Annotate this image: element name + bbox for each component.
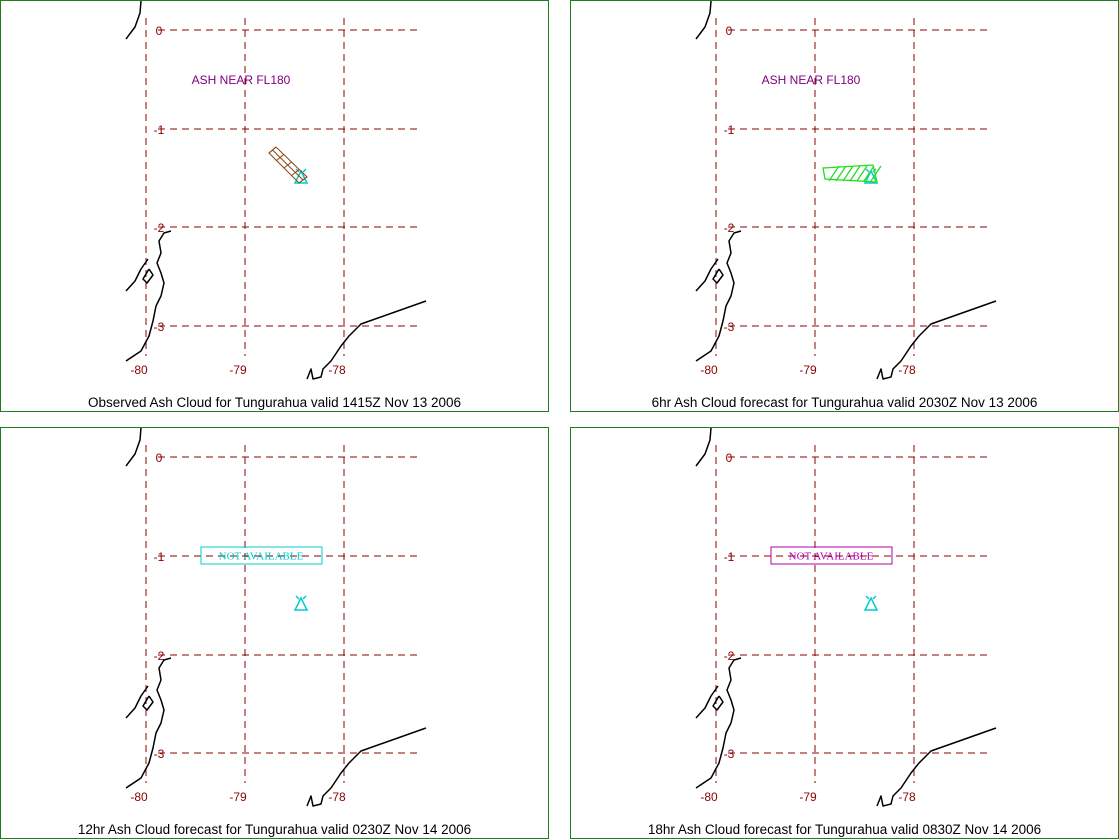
ash-cloud bbox=[822, 164, 882, 183]
ash-cloud-hatch bbox=[863, 165, 875, 182]
coastline-north bbox=[125, 1, 142, 40]
latitude-label: -1 bbox=[154, 123, 165, 137]
latitude-label: 0 bbox=[726, 24, 733, 38]
ash-cloud-hatch bbox=[828, 165, 840, 182]
panel-caption: 18hr Ash Cloud forecast for Tungurahua v… bbox=[647, 822, 1042, 837]
panel-observed: 0 -1 -2 -3 -80 -79 -78 ASH NEAR FL180 Observed … bbox=[0, 0, 549, 412]
longitude-label: -78 bbox=[898, 790, 916, 804]
volcano-tick bbox=[302, 595, 307, 600]
coastline-north bbox=[695, 1, 712, 40]
coastline bbox=[695, 428, 997, 807]
ash-cloud-outline bbox=[822, 164, 878, 183]
coastline-south bbox=[306, 300, 427, 380]
graticule bbox=[145, 18, 421, 356]
coastline-north bbox=[125, 428, 142, 467]
longitude-label: -80 bbox=[130, 790, 148, 804]
ash-cloud-hatch bbox=[870, 165, 882, 182]
map-12hr: 0 -1 -2 -3 -80 -79 -78 NOT AVAILABLE bbox=[125, 428, 427, 807]
not-available-box: NOT AVAILABLE bbox=[770, 546, 893, 565]
coastline-north bbox=[695, 428, 712, 467]
volcano-triangle-icon bbox=[863, 595, 879, 611]
panel-caption: Observed Ash Cloud for Tungurahua valid … bbox=[88, 395, 461, 410]
longitude-label: -79 bbox=[229, 790, 247, 804]
latitude-label: -3 bbox=[724, 320, 735, 334]
latitude-label: -2 bbox=[724, 221, 735, 235]
island-puna bbox=[712, 268, 724, 284]
island-puna bbox=[142, 268, 154, 284]
ash-label: ASH NEAR FL180 bbox=[762, 73, 861, 87]
coastline bbox=[125, 428, 427, 807]
not-available-frame bbox=[770, 546, 893, 565]
coastline-south bbox=[876, 727, 997, 807]
volcano-tick bbox=[872, 595, 877, 600]
coastline-gulf bbox=[695, 230, 742, 362]
longitude-label: -80 bbox=[130, 363, 148, 377]
not-available-box: NOT AVAILABLE bbox=[200, 546, 323, 565]
longitude-label: -79 bbox=[229, 363, 247, 377]
map-observed: 0 -1 -2 -3 -80 -79 -78 ASH NEAR FL180 bbox=[125, 1, 427, 380]
ash-cloud-hatch bbox=[272, 149, 304, 181]
latitude-label: 0 bbox=[156, 24, 163, 38]
panel-caption: 6hr Ash Cloud forecast for Tungurahua va… bbox=[651, 395, 1038, 410]
ash-cloud-hatch bbox=[856, 165, 868, 182]
graticule bbox=[715, 18, 991, 356]
not-available-text: NOT AVAILABLE bbox=[789, 551, 874, 563]
coastline-inlet bbox=[695, 258, 719, 292]
coastline-inlet bbox=[695, 685, 719, 719]
not-available-text: NOT AVAILABLE bbox=[219, 551, 304, 563]
latitude-label: -2 bbox=[724, 649, 735, 663]
longitude-label: -78 bbox=[328, 363, 346, 377]
volcano-tick bbox=[302, 168, 307, 173]
coastline-south bbox=[876, 300, 997, 380]
longitude-label: -79 bbox=[799, 790, 817, 804]
latitude-label: -3 bbox=[724, 747, 735, 761]
coastline-inlet bbox=[125, 685, 149, 719]
panel-12hr-forecast: 0 -1 -2 -3 -80 -79 -78 NOT AVAILABLE 12hr Ash C… bbox=[0, 427, 549, 839]
not-available-frame bbox=[200, 546, 323, 565]
latitude-label: -3 bbox=[154, 747, 165, 761]
ash-cloud bbox=[268, 146, 308, 184]
latitude-label: 0 bbox=[156, 451, 163, 465]
latitude-label: -1 bbox=[724, 550, 735, 564]
volcano-tick bbox=[865, 168, 870, 173]
coastline bbox=[695, 1, 997, 380]
volcano-triangle-icon bbox=[293, 595, 309, 611]
ash-cloud-hatch bbox=[835, 165, 847, 182]
volcano-tick bbox=[865, 595, 870, 600]
volcano-tick bbox=[295, 595, 300, 600]
panel-caption: 12hr Ash Cloud forecast for Tungurahua v… bbox=[77, 822, 472, 837]
ash-cloud-hatch bbox=[849, 165, 861, 182]
map-18hr: 0 -1 -2 -3 -80 -79 -78 NOT AVAILABLE bbox=[695, 428, 997, 807]
ash-cloud-hatch bbox=[842, 165, 854, 182]
coastline-south bbox=[306, 727, 427, 807]
coastline bbox=[125, 1, 427, 380]
coastline-gulf bbox=[125, 230, 172, 362]
volcano-triangle bbox=[293, 169, 309, 184]
latitude-label: -1 bbox=[724, 123, 735, 137]
volcano-triangle bbox=[293, 596, 309, 611]
map-6hr: 0 -1 -2 -3 -80 -79 -78 ASH NEAR FL180 bbox=[695, 1, 997, 380]
latitude-label: 0 bbox=[726, 451, 733, 465]
latitude-label: -2 bbox=[154, 221, 165, 235]
volcano-triangle bbox=[863, 596, 879, 611]
longitude-label: -78 bbox=[898, 363, 916, 377]
latitude-label: -3 bbox=[154, 320, 165, 334]
panel-18hr-forecast: 0 -1 -2 -3 -80 -79 -78 NOT AVAILABLE 18hr Ash C… bbox=[570, 427, 1119, 839]
coastline-inlet bbox=[125, 258, 149, 292]
island-puna bbox=[142, 695, 154, 711]
island-puna bbox=[712, 695, 724, 711]
longitude-label: -79 bbox=[799, 363, 817, 377]
latitude-label: -2 bbox=[154, 649, 165, 663]
coastline-gulf bbox=[695, 657, 742, 789]
longitude-label: -80 bbox=[700, 363, 718, 377]
longitude-label: -78 bbox=[328, 790, 346, 804]
panel-6hr-forecast: 0 -1 -2 -3 -80 -79 -78 ASH NEAR FL180 6hr Ash C… bbox=[570, 0, 1119, 412]
ash-label: ASH NEAR FL180 bbox=[192, 73, 291, 87]
graticule bbox=[715, 445, 991, 783]
latitude-label: -1 bbox=[154, 550, 165, 564]
graticule bbox=[145, 445, 421, 783]
longitude-label: -80 bbox=[700, 790, 718, 804]
coastline-gulf bbox=[125, 657, 172, 789]
